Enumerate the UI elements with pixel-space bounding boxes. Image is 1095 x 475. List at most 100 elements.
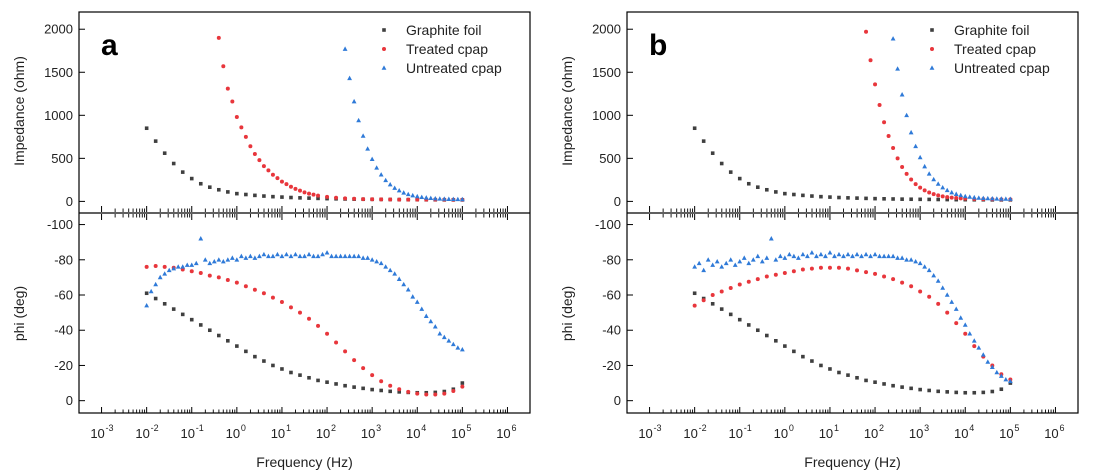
data-point xyxy=(810,359,814,363)
data-point xyxy=(922,188,927,193)
data-point xyxy=(383,177,389,183)
data-point xyxy=(800,251,806,257)
data-point xyxy=(410,294,416,299)
data-point xyxy=(243,284,248,289)
data-point xyxy=(900,197,904,201)
legend-marker xyxy=(929,65,935,70)
data-point xyxy=(859,253,864,259)
data-point xyxy=(918,197,922,202)
data-point xyxy=(334,195,339,200)
x-tick-label: 10 xyxy=(999,426,1013,441)
data-point xyxy=(823,253,828,259)
data-point xyxy=(944,292,950,297)
data-point xyxy=(329,253,334,259)
data-point xyxy=(442,389,447,394)
data-point xyxy=(387,182,393,187)
data-point xyxy=(985,359,991,364)
data-point xyxy=(895,66,900,71)
data-point xyxy=(424,392,429,397)
data-point xyxy=(873,196,877,201)
data-point xyxy=(369,156,375,162)
data-point xyxy=(144,302,150,308)
data-point xyxy=(270,172,275,177)
data-point xyxy=(922,163,928,169)
data-point xyxy=(954,196,959,201)
data-point xyxy=(765,187,769,192)
data-point xyxy=(252,287,257,292)
data-point xyxy=(989,364,995,370)
x-tick-label: 10 xyxy=(90,426,104,441)
data-point xyxy=(845,251,851,257)
data-point xyxy=(949,299,955,304)
data-point xyxy=(836,265,841,270)
data-point xyxy=(953,306,959,311)
y-axis-label: phi (deg) xyxy=(11,286,27,341)
y-tick-label: 1000 xyxy=(44,108,73,123)
data-point xyxy=(828,195,832,199)
data-point xyxy=(846,196,850,200)
data-point xyxy=(334,382,338,386)
data-point xyxy=(774,338,778,343)
data-point xyxy=(764,274,769,279)
data-point xyxy=(981,390,986,395)
data-point xyxy=(253,193,257,198)
data-point xyxy=(737,258,743,264)
x-tick-label: 10 xyxy=(271,426,285,441)
data-point xyxy=(872,251,878,257)
data-point xyxy=(414,193,420,199)
data-point xyxy=(855,375,859,380)
data-point xyxy=(904,112,910,118)
data-point xyxy=(692,303,697,308)
data-point xyxy=(342,253,348,259)
data-point xyxy=(275,251,280,257)
data-point xyxy=(971,194,977,200)
data-point xyxy=(180,264,186,269)
data-point xyxy=(238,253,244,259)
data-point xyxy=(388,197,393,202)
data-point xyxy=(351,98,357,104)
data-point xyxy=(387,267,393,273)
legend: Graphite foil Treated cpap Untreated cpap xyxy=(929,22,1050,76)
data-point xyxy=(207,260,213,266)
x-tick-exponent: -1 xyxy=(744,423,752,433)
data-point xyxy=(266,253,271,259)
data-point xyxy=(819,363,823,368)
data-point xyxy=(433,392,438,397)
data-point xyxy=(791,253,797,259)
data-point xyxy=(379,197,384,202)
data-point xyxy=(710,151,715,155)
data-point xyxy=(999,387,1004,392)
x-tick-exponent: 5 xyxy=(466,423,471,433)
data-point xyxy=(334,340,339,345)
data-point xyxy=(365,146,371,151)
y-tick-label: -20 xyxy=(54,358,73,373)
data-point xyxy=(216,275,221,280)
data-point xyxy=(714,258,720,264)
data-point xyxy=(230,99,235,104)
data-point xyxy=(701,267,707,273)
data-point xyxy=(162,264,167,269)
data-point xyxy=(437,331,443,336)
data-point xyxy=(864,196,868,201)
y-tick-label: 0 xyxy=(614,393,621,408)
legend-label: Untreated cpap xyxy=(406,60,502,76)
data-point xyxy=(967,194,973,199)
data-point xyxy=(153,139,158,143)
data-point xyxy=(324,250,330,255)
data-point xyxy=(926,267,932,273)
panel-label: b xyxy=(649,29,667,62)
data-point xyxy=(881,253,887,259)
data-point xyxy=(311,192,316,197)
data-point xyxy=(378,260,384,266)
legend-marker xyxy=(382,28,386,32)
data-point xyxy=(895,156,900,161)
data-point xyxy=(940,285,946,290)
data-point xyxy=(746,181,751,186)
subplot-impedance: 0 500 1000 1500 2000 Impedance (ohm) Graphite … xyxy=(11,22,502,209)
x-tick-exponent: 0 xyxy=(789,423,794,433)
data-point xyxy=(696,260,702,266)
data-point xyxy=(945,197,950,202)
series-graphite-foil xyxy=(692,126,1013,202)
data-point xyxy=(864,378,868,383)
